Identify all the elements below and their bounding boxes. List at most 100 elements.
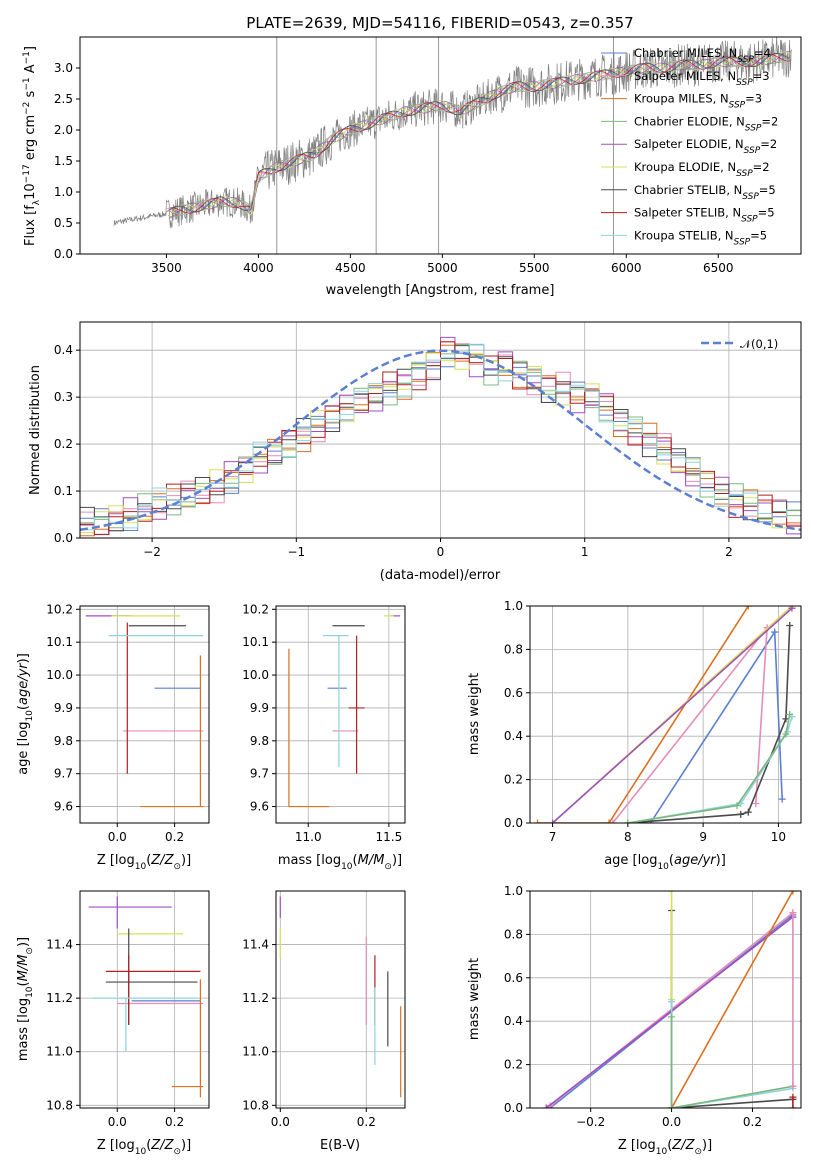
y-tick-label: 11.2 (46, 991, 73, 1005)
y-tick-label: 1.5 (54, 154, 73, 168)
panel-spectrum: 3500 4000 4500 5000 5500 6000 6500 0.0 0.5 1.0 1.5… (54, 36, 802, 275)
y-tick-label: 10.8 (46, 1098, 73, 1112)
legend-item: Salpeter STELIB, NSSP=5 (601, 206, 775, 225)
x-tick-label: 0.0 (108, 830, 127, 844)
y-tick-label: 0.5 (54, 216, 73, 230)
errorbar-point (105, 928, 198, 1025)
histogram-series (80, 345, 801, 532)
y-tick-label: 10.2 (242, 602, 269, 616)
y-tick-label: 10.0 (46, 668, 73, 682)
mass-weight-marker (542, 1104, 550, 1108)
y-tick-label: 1.0 (504, 599, 523, 613)
mass-weight-marker (549, 819, 557, 823)
errorbar-point (288, 648, 330, 808)
x-tick-label: 2 (725, 545, 733, 559)
y-tick-label: 11.4 (46, 938, 73, 952)
y-tick-label: 9.8 (250, 734, 269, 748)
plot-area-mass-vs-ebv (279, 896, 402, 1098)
errorbar-point (88, 896, 172, 929)
mass-weight-marker (668, 998, 676, 1006)
panel-residuals: −2 −1 0 1 2 0.0 0.1 0.2 0.3 0.4 (54, 321, 802, 559)
legend-label: Chabrier MILES, NSSP=4 (634, 46, 771, 65)
x-tick-label: 0.2 (743, 1115, 762, 1129)
mass-weight-marker (789, 1093, 797, 1101)
legend-item: Salpeter MILES, NSSP=3 (601, 69, 770, 88)
x-tick-label: 11.0 (295, 830, 322, 844)
x-axis-label: (data-model)/error (380, 568, 501, 583)
y-tick-label: 3.0 (54, 61, 73, 75)
x-tick-label: −0.2 (576, 1115, 605, 1129)
x-tick-label: 0.0 (108, 1115, 127, 1129)
normal-curve (80, 349, 801, 532)
plot-area-mass-weight-vs-age (534, 606, 796, 823)
plot-area-mass-vs-Z (88, 896, 204, 1098)
x-tick-label: 0.0 (662, 1115, 681, 1129)
panel-age-vs-mass: 11.0 11.5 9.6 9.7 9.8 9.9 10.0 10.1 10.2 (242, 602, 406, 844)
mass-weight-line (627, 714, 791, 823)
y-axis-label: Normed distribution (28, 365, 43, 495)
y-tick-label: 9.7 (54, 767, 73, 781)
legend-item: Chabrier MILES, NSSP=4 (601, 46, 771, 65)
x-tick-label: 7 (549, 830, 557, 844)
y-tick-label: 0.2 (54, 437, 73, 451)
errorbar-point (140, 655, 204, 808)
chart-title: PLATE=2639, MJD=54116, FIBERID=0543, z=0… (246, 14, 633, 32)
axes-frame (529, 890, 802, 1109)
y-tick-label: 0.3 (54, 390, 73, 404)
legend-item: Chabrier ELODIE, NSSP=2 (601, 114, 778, 133)
panel-mass-vs-Z: 0.0 0.2 10.8 11.0 11.2 11.4 (46, 890, 210, 1129)
legend-item: Kroupa MILES, NSSP=3 (601, 92, 762, 111)
x-tick-label: 11.5 (376, 830, 403, 844)
y-axis-label: mass weight (467, 958, 482, 1040)
x-axis-label: Z [log10(Z/Z⊙)] (97, 1138, 191, 1157)
plot-area-residuals (80, 336, 801, 537)
legend-label: Salpeter MILES, NSSP=3 (634, 69, 770, 88)
mass-weight-marker (782, 730, 790, 738)
y-tick-label: 0.0 (54, 531, 73, 545)
legend-label: Salpeter STELIB, NSSP=5 (634, 206, 775, 225)
y-tick-label: 1.0 (54, 185, 73, 199)
x-axis-label: E(B-V) (320, 1138, 360, 1153)
panel-mass-weight-vs-age: 7 8 9 10 0.0 0.2 0.4 0.6 0.8 1.0 (504, 599, 802, 844)
plot-area-spectrum (113, 37, 792, 254)
y-tick-label: 10.1 (46, 635, 73, 649)
x-tick-label: 0.2 (357, 1115, 376, 1129)
y-tick-label: 0.8 (504, 927, 523, 941)
mass-weight-marker (668, 1013, 676, 1021)
y-tick-label: 10.1 (242, 635, 269, 649)
y-tick-label: 10.8 (242, 1098, 269, 1112)
legend-item: Kroupa ELODIE, NSSP=2 (601, 160, 770, 179)
y-tick-label: 0.1 (54, 484, 73, 498)
mass-weight-marker (789, 891, 797, 895)
y-axis-label: mass [log10(M/M⊙)] (16, 937, 35, 1061)
x-axis-label: Z [log10(Z/Z⊙)] (618, 1138, 712, 1157)
x-tick-label: 4500 (335, 261, 366, 275)
x-tick-label: 5000 (427, 261, 458, 275)
errorbar-point (91, 997, 198, 1052)
plot-area-age-vs-mass (288, 615, 401, 808)
axes-frame (529, 605, 802, 824)
legend-label: Chabrier STELIB, NSSP=5 (634, 183, 776, 202)
x-axis-label: Z [log10(Z/Z⊙)] (97, 853, 191, 872)
x-tick-label: 6500 (703, 261, 734, 275)
legend-label: Salpeter ELODIE, NSSP=2 (634, 137, 777, 156)
mass-weight-marker (752, 799, 760, 807)
plot-area-age-vs-Z (85, 615, 204, 808)
y-tick-label: 0.4 (54, 343, 73, 357)
mass-weight-marker (609, 819, 617, 823)
y-axis-label: age [log10(age/yr)] (16, 653, 35, 775)
y-tick-label: 9.6 (54, 800, 73, 814)
y-tick-label: 11.0 (46, 1045, 73, 1059)
mass-weight-marker (786, 622, 794, 630)
errorbar-point (171, 979, 204, 1098)
x-tick-label: −2 (143, 545, 161, 559)
legend-item: Chabrier STELIB, NSSP=5 (601, 183, 776, 202)
y-tick-label: 9.9 (54, 701, 73, 715)
legend-label: Chabrier ELODIE, NSSP=2 (634, 114, 778, 133)
legend-label: Kroupa ELODIE, NSSP=2 (634, 160, 770, 179)
mass-weight-line (552, 607, 793, 823)
y-tick-label: 10.0 (242, 668, 269, 682)
y-tick-label: 1.0 (504, 884, 523, 898)
mass-weight-line (545, 916, 794, 1108)
